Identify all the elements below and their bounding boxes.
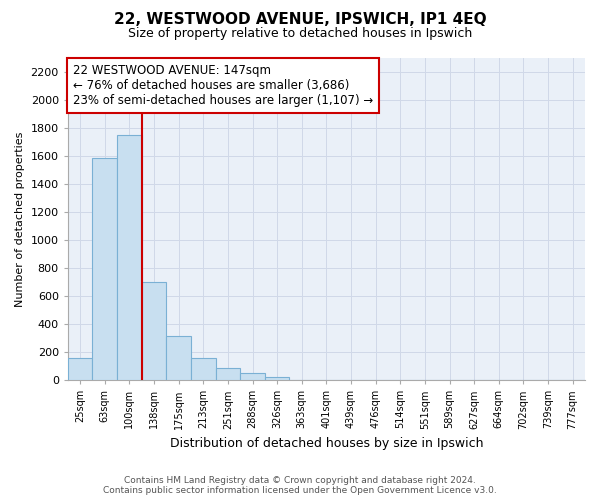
Text: Size of property relative to detached houses in Ipswich: Size of property relative to detached ho… <box>128 28 472 40</box>
Bar <box>117 134 142 380</box>
Bar <box>191 358 215 380</box>
Text: 22, WESTWOOD AVENUE, IPSWICH, IP1 4EQ: 22, WESTWOOD AVENUE, IPSWICH, IP1 4EQ <box>113 12 487 28</box>
Bar <box>240 373 265 380</box>
Bar <box>265 376 289 380</box>
Bar <box>92 158 117 380</box>
Text: Contains HM Land Registry data © Crown copyright and database right 2024.
Contai: Contains HM Land Registry data © Crown c… <box>103 476 497 495</box>
Y-axis label: Number of detached properties: Number of detached properties <box>15 131 25 306</box>
Text: 22 WESTWOOD AVENUE: 147sqm
← 76% of detached houses are smaller (3,686)
23% of s: 22 WESTWOOD AVENUE: 147sqm ← 76% of deta… <box>73 64 373 107</box>
Bar <box>142 282 166 380</box>
Bar <box>166 336 191 380</box>
Bar <box>215 368 240 380</box>
X-axis label: Distribution of detached houses by size in Ipswich: Distribution of detached houses by size … <box>170 437 483 450</box>
Bar <box>68 358 92 380</box>
